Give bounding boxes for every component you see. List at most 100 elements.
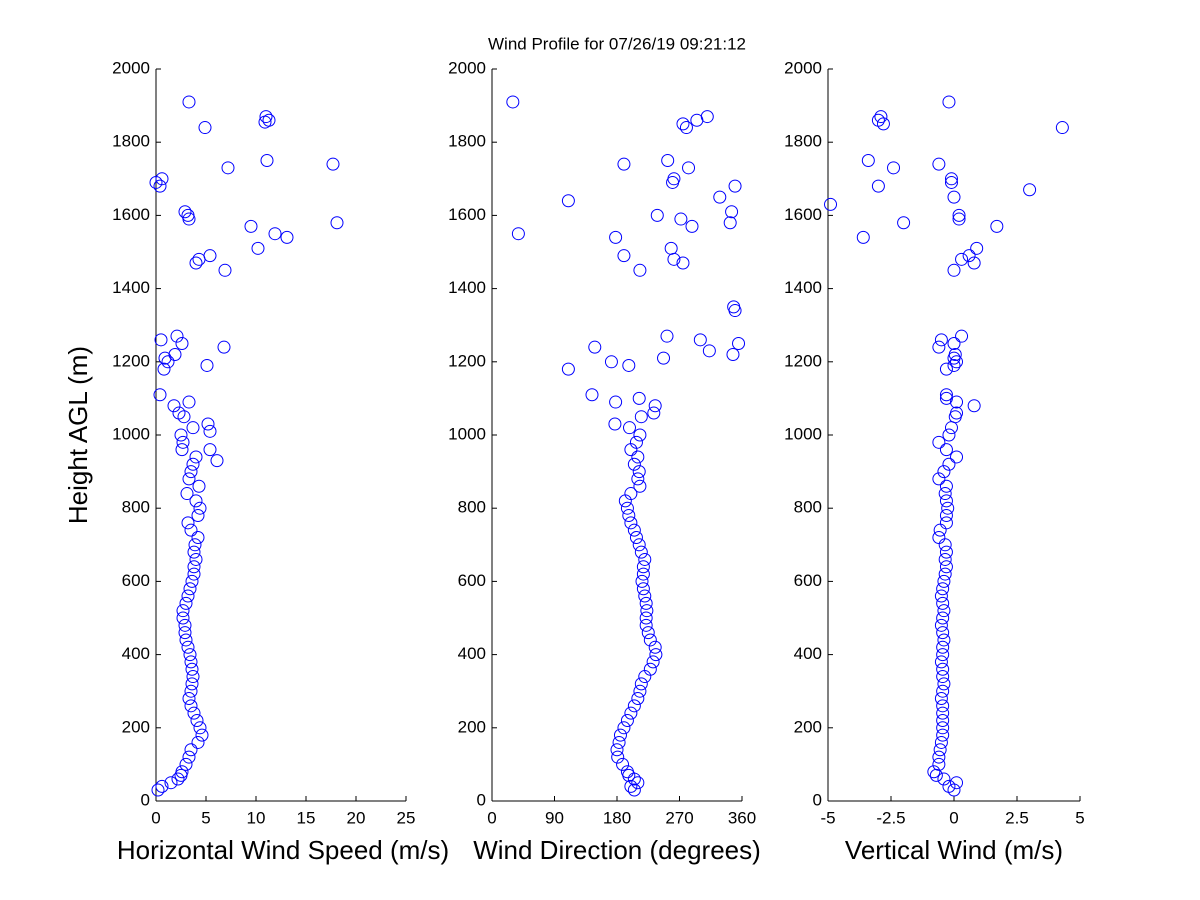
y-tick-label: 600 [458, 571, 486, 590]
data-point [182, 692, 196, 706]
data-point [604, 355, 618, 369]
x-tick-label: 0 [487, 808, 496, 827]
data-point [179, 633, 193, 647]
data-point [693, 333, 707, 347]
data-point [936, 640, 950, 654]
data-point [585, 388, 599, 402]
data-point [726, 347, 740, 361]
data-point [667, 172, 681, 186]
data-point [937, 604, 951, 618]
data-point [622, 358, 636, 372]
data-point [944, 172, 958, 186]
data-point [942, 457, 956, 471]
data-point [936, 721, 950, 735]
data-point [620, 501, 634, 515]
data-point [186, 670, 200, 684]
y-tick-label: 400 [122, 644, 150, 663]
data-point [664, 241, 678, 255]
data-point [631, 776, 645, 790]
y-tick-label: 600 [122, 571, 150, 590]
y-tick-label: 800 [794, 498, 822, 517]
data-point [639, 618, 653, 632]
data-point [191, 509, 205, 523]
data-point [198, 121, 212, 135]
data-point [939, 545, 953, 559]
data-point [187, 567, 201, 581]
data-point [942, 779, 956, 793]
y-tick-label: 1800 [448, 132, 486, 151]
data-point [932, 340, 946, 354]
data-point [636, 560, 650, 574]
data-point [210, 454, 224, 468]
data-point [948, 347, 962, 361]
data-point [195, 728, 209, 742]
data-point [613, 728, 627, 742]
data-point [934, 618, 948, 632]
data-point [932, 750, 946, 764]
data-point [674, 212, 688, 226]
data-point [617, 249, 631, 263]
data-point [638, 552, 652, 566]
data-point [158, 351, 172, 365]
data-point [732, 337, 746, 350]
x-tick-label: 15 [297, 808, 316, 827]
data-point [934, 333, 948, 347]
data-point [933, 743, 947, 757]
data-point [861, 154, 875, 167]
data-point [189, 450, 203, 464]
x-tick-label: 180 [603, 808, 631, 827]
data-point [620, 765, 634, 779]
y-tick-label: 1200 [448, 351, 486, 370]
data-point [950, 395, 964, 409]
data-point [947, 337, 961, 350]
data-point [616, 757, 630, 771]
data-point [184, 465, 198, 479]
data-point [176, 435, 190, 449]
data-point [936, 596, 950, 610]
x-tick-label: 5 [201, 808, 210, 827]
data-point [632, 465, 646, 479]
data-point [936, 728, 950, 742]
data-point [608, 417, 622, 431]
data-point [203, 249, 217, 263]
data-point [939, 388, 953, 402]
data-point [612, 735, 626, 749]
data-point [824, 197, 838, 211]
data-point [178, 205, 192, 219]
data-point [633, 428, 647, 442]
data-point [647, 406, 661, 420]
data-point [633, 263, 647, 277]
data-point [932, 757, 946, 771]
data-point [164, 776, 178, 790]
data-point [203, 424, 217, 438]
data-point [942, 428, 956, 442]
data-point [727, 300, 741, 314]
data-point [938, 567, 952, 581]
data-point [624, 706, 638, 720]
data-point [657, 351, 671, 365]
data-point [932, 530, 946, 544]
data-point [934, 589, 948, 603]
data-point [260, 154, 274, 167]
data-point [1055, 121, 1069, 135]
data-point [186, 457, 200, 471]
data-point [627, 523, 641, 537]
data-point [936, 684, 950, 698]
data-point [170, 329, 184, 343]
data-point [189, 552, 203, 566]
data-point [189, 494, 203, 508]
y-tick-label: 1800 [784, 132, 822, 151]
data-point [193, 501, 207, 515]
data-point [937, 465, 951, 479]
data-point [950, 450, 964, 464]
data-point [192, 479, 206, 493]
data-point [617, 721, 631, 735]
data-point [970, 241, 984, 255]
data-point [167, 399, 181, 413]
data-point [932, 157, 946, 171]
data-point [183, 582, 197, 596]
data-point [643, 633, 657, 647]
data-point [639, 596, 653, 610]
data-point [634, 545, 648, 559]
data-point [184, 655, 198, 669]
